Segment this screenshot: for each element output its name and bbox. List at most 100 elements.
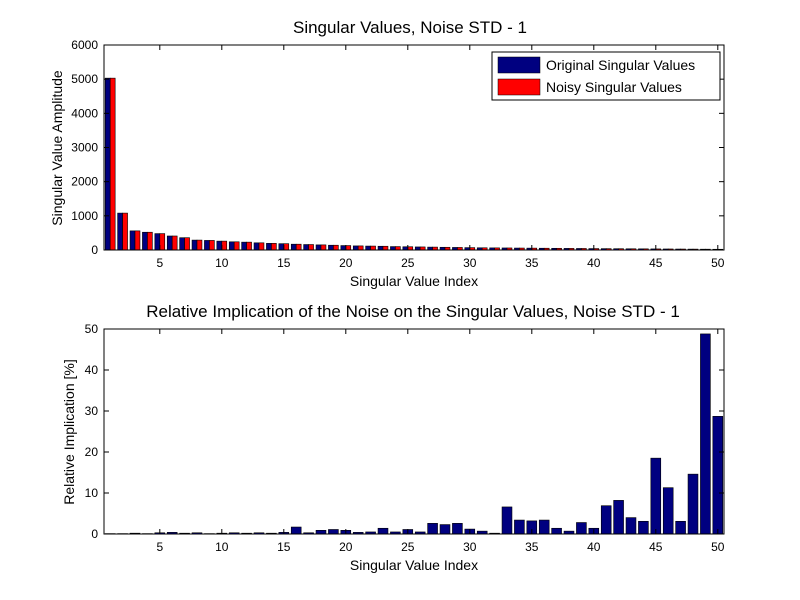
y-axis-label: Relative Implication [%] <box>61 359 77 505</box>
bar <box>700 333 711 535</box>
bar <box>171 235 178 251</box>
bar <box>613 500 624 535</box>
bar <box>650 457 662 535</box>
bar <box>395 246 401 251</box>
x-tick-label: 20 <box>339 256 353 270</box>
bar <box>134 230 141 251</box>
legend-label-original: Original Singular Values <box>546 57 695 73</box>
bar <box>159 233 166 251</box>
y-tick-label: 0 <box>91 527 98 541</box>
x-tick-label: 35 <box>525 256 539 270</box>
bar <box>333 244 339 251</box>
bar <box>315 244 322 251</box>
bar <box>712 416 724 535</box>
bar <box>266 243 272 251</box>
bar <box>295 243 302 251</box>
x-tick-label: 45 <box>649 540 663 554</box>
bar <box>258 242 265 251</box>
bar <box>117 212 123 251</box>
bar <box>315 530 327 535</box>
bar <box>352 245 359 251</box>
bar <box>253 242 260 251</box>
y-axis-label: Singular Value Amplitude <box>49 70 65 226</box>
y-tick-label: 50 <box>85 322 99 336</box>
bar <box>241 241 247 251</box>
bar <box>370 245 376 251</box>
x-tick-label: 10 <box>215 256 229 270</box>
y-tick-label: 6000 <box>71 38 98 52</box>
y-tick-label: 3000 <box>71 141 98 155</box>
bar <box>675 520 686 535</box>
chart-title: Singular Values, Noise STD - 1 <box>293 18 527 37</box>
bar <box>538 519 550 535</box>
x-tick-label: 30 <box>463 256 477 270</box>
bar <box>109 77 116 251</box>
bar <box>340 245 347 251</box>
bar <box>308 244 314 251</box>
bar <box>271 243 277 251</box>
bar <box>122 212 128 251</box>
bar <box>390 246 396 251</box>
x-tick-label: 10 <box>215 540 229 554</box>
bar <box>638 520 649 535</box>
x-axis-label: Singular Value Index <box>350 557 478 573</box>
legend: Original Singular Values Noisy Singular … <box>491 51 721 101</box>
x-tick-label: 20 <box>339 540 353 554</box>
bar <box>166 235 173 251</box>
bar <box>191 239 198 251</box>
bar <box>328 529 339 535</box>
bar <box>233 241 240 251</box>
chart-title: Relative Implication of the Noise on the… <box>146 302 680 321</box>
relative-implication-chart: Relative Implication of the Noise on the… <box>61 302 725 573</box>
bar <box>365 245 371 251</box>
y-tick-label: 10 <box>85 486 99 500</box>
x-tick-label: 45 <box>649 256 663 270</box>
bar <box>104 77 111 251</box>
bar <box>345 245 352 251</box>
bar <box>196 239 203 251</box>
x-tick-label: 25 <box>401 256 415 270</box>
legend-swatch-noisy <box>497 78 541 96</box>
y-tick-label: 20 <box>85 445 99 459</box>
bar <box>204 240 210 251</box>
x-tick-label: 50 <box>711 256 725 270</box>
bar <box>600 505 612 535</box>
x-axis-label: Singular Value Index <box>350 273 478 289</box>
bar <box>439 524 451 535</box>
x-tick-label: 15 <box>277 540 291 554</box>
plot-frame <box>103 328 725 535</box>
y-axis-ticks: 0 1000 2000 3000 4000 5000 6000 <box>71 38 724 257</box>
bar <box>184 237 190 251</box>
plot-area <box>104 329 724 534</box>
x-axis-ticks: 5 10 15 20 25 30 35 40 45 50 <box>156 329 725 554</box>
bar <box>514 519 525 535</box>
bar <box>147 231 153 251</box>
bar <box>209 240 215 251</box>
bar <box>283 243 290 251</box>
bar <box>625 517 637 535</box>
y-tick-label: 30 <box>85 404 99 418</box>
bar <box>377 527 389 535</box>
bar <box>551 527 562 535</box>
x-tick-label: 5 <box>156 540 163 554</box>
bar <box>377 245 384 251</box>
y-tick-label: 2000 <box>71 175 98 189</box>
bar <box>576 522 587 535</box>
bar <box>216 240 223 251</box>
x-tick-label: 40 <box>587 256 601 270</box>
bar <box>246 241 252 251</box>
bar <box>357 245 364 251</box>
bar <box>662 487 674 535</box>
x-tick-label: 5 <box>156 256 163 270</box>
y-tick-label: 4000 <box>71 106 98 120</box>
bar <box>427 523 438 535</box>
bar <box>278 243 285 251</box>
y-tick-label: 1000 <box>71 209 98 223</box>
legend-swatch-original <box>497 56 541 74</box>
x-tick-label: 40 <box>587 540 601 554</box>
y-tick-label: 0 <box>91 243 98 257</box>
y-tick-label: 5000 <box>71 72 98 86</box>
x-tick-label: 25 <box>401 540 415 554</box>
bar <box>382 245 389 251</box>
